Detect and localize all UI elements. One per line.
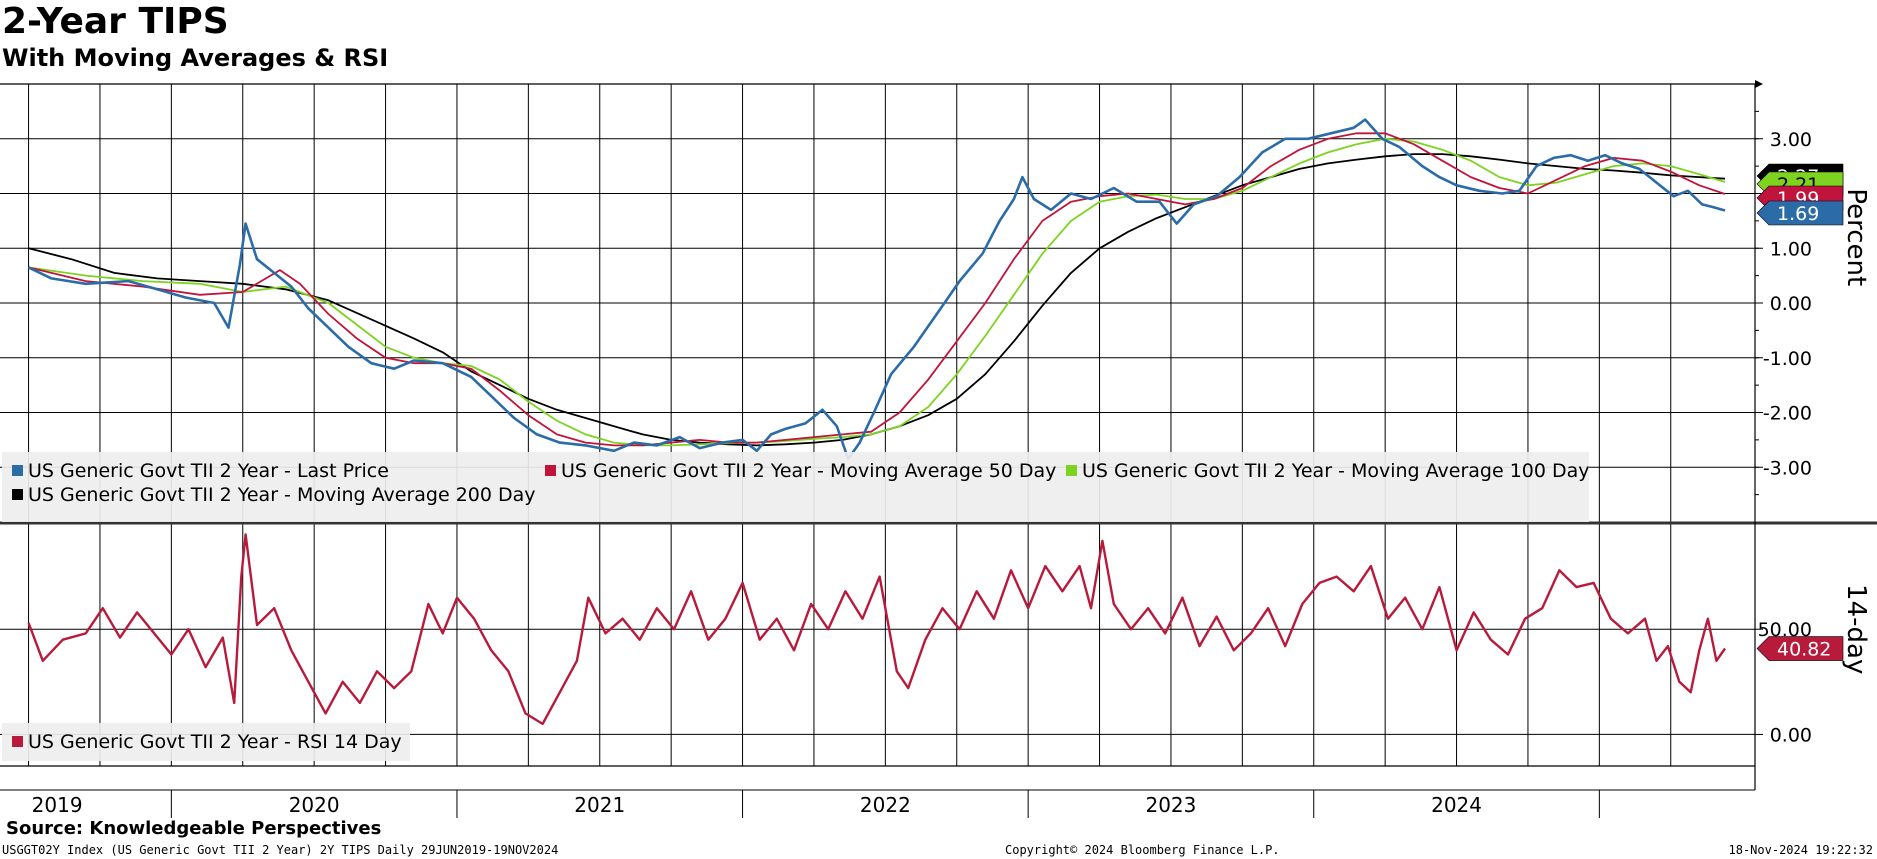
footer-timestamp: 18-Nov-2024 19:22:32 [1728,843,1874,857]
legend-box [2,452,1589,522]
series-line-ma100 [28,137,1726,447]
legend-swatch [12,736,23,747]
series-line-rsi [27,533,1726,726]
axes: 3.002.001.000.00-1.00-2.00-3.0050.000.00… [0,80,1877,818]
legend-swatch [545,465,556,476]
legend-swatch [12,465,23,476]
chart-subtitle: With Moving Averages & RSI [2,44,389,72]
legend-box [2,723,410,761]
legend-swatch [1066,465,1077,476]
series-line-ma50 [28,132,1726,447]
rsi-axis-title: 14-day [1841,584,1871,674]
x-tick-label: 2023 [1145,793,1196,817]
y-tick-label: 3.00 [1770,129,1812,151]
y-tick-label: -2.00 [1763,403,1812,425]
source-note: Source: Knowledgeable Perspectives [6,818,382,839]
series-line-ma200 [28,153,1726,447]
grid-lines [0,84,1755,766]
x-tick-label: 2019 [32,793,83,817]
last-value-tag: 40.82 [1756,636,1844,661]
legend-entry: US Generic Govt TII 2 Year - RSI 14 Day [28,731,402,753]
y-tick-label: 0.00 [1770,293,1812,315]
legend-entry: US Generic Govt TII 2 Year - Moving Aver… [1082,460,1590,482]
axis-arrow [1755,80,1763,88]
legend-swatch [12,489,23,500]
y-tick-label: -3.00 [1763,457,1812,479]
x-tick-label: 2021 [574,793,625,817]
last-value-tag: 1.69 [1756,200,1844,226]
series-lines [27,118,1726,726]
last-value-label: 40.82 [1777,639,1831,661]
x-tick-label: 2024 [1431,793,1482,817]
legend-entry: US Generic Govt TII 2 Year - Last Price [28,460,389,482]
series-line-last-price [28,118,1726,461]
rsi-tick-label: 0.00 [1770,724,1812,746]
y-tick-label: 1.00 [1770,238,1812,260]
legend-entry: US Generic Govt TII 2 Year - Moving Aver… [561,460,1056,482]
x-tick-label: 2020 [289,793,340,817]
legends: US Generic Govt TII 2 Year - Last Price U… [2,452,1590,761]
last-value-label: 1.69 [1777,203,1819,225]
chart-title: 2-Year TIPS [2,1,229,42]
x-tick-label: 2022 [860,793,911,817]
y-axis-title: Percent [1841,188,1871,286]
legend-entry: US Generic Govt TII 2 Year - Moving Aver… [28,484,536,506]
footer-index-info: USGGT02Y Index (US Generic Govt TII 2 Ye… [2,843,559,857]
rsi-tick-label: 50.00 [1758,619,1812,641]
y-tick-label: -1.00 [1763,348,1812,370]
footer-copyright: Copyright© 2024 Bloomberg Finance L.P. [1005,843,1280,857]
